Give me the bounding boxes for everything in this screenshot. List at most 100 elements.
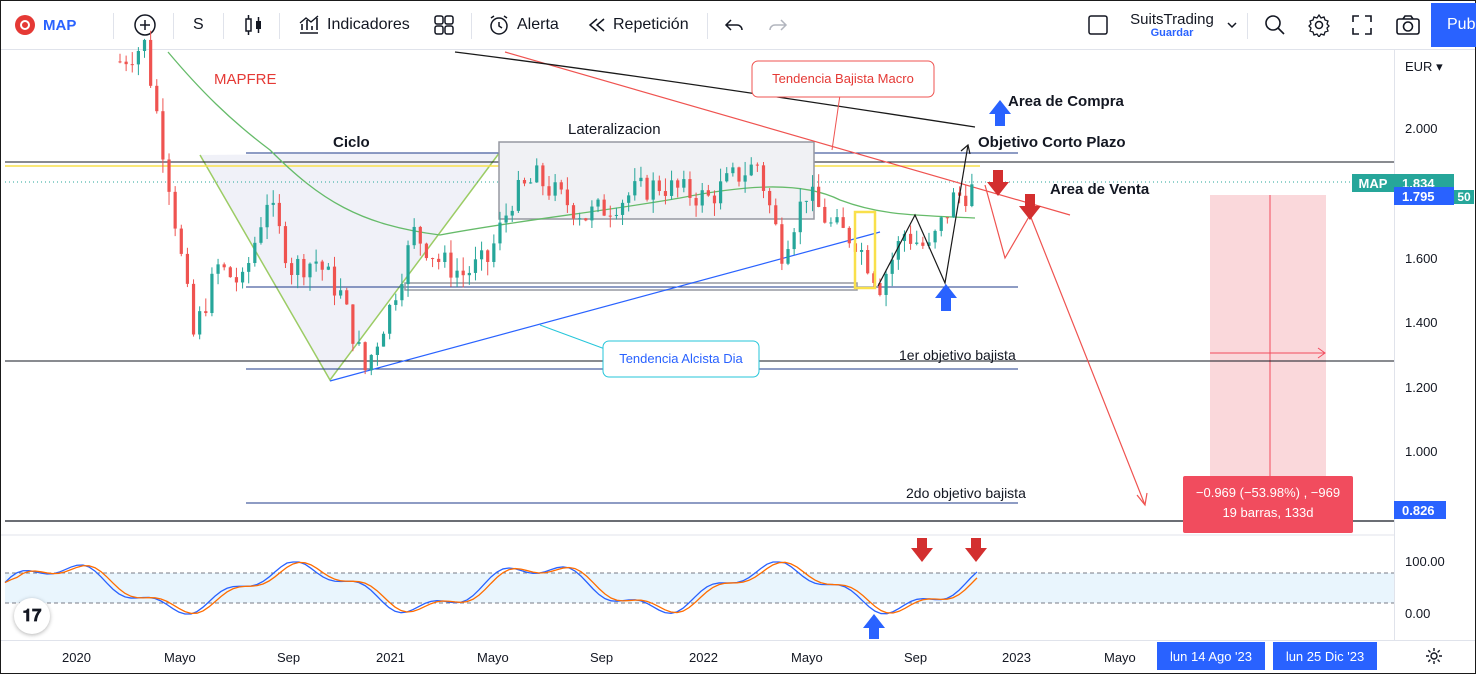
- interval-button[interactable]: S: [193, 1, 204, 49]
- redo-icon: [769, 19, 788, 31]
- candle-down: [418, 226, 422, 244]
- divider: [707, 13, 708, 39]
- fullscreen-toggle-button[interactable]: [1087, 1, 1109, 49]
- mapfre-logo-icon: [15, 15, 35, 35]
- fullscreen-button[interactable]: [1351, 1, 1373, 49]
- macro-trend-label: Tendencia Bajista Macro: [772, 71, 914, 86]
- undo-button[interactable]: [723, 1, 745, 49]
- candle-down: [847, 227, 851, 244]
- time-axis[interactable]: [1, 640, 1475, 673]
- interval-label: S: [193, 16, 204, 33]
- candle-up: [259, 227, 263, 243]
- divider: [223, 13, 224, 39]
- measure-bars: 19 barras, 133d: [1222, 505, 1314, 520]
- candle-down: [155, 85, 159, 112]
- x-tick: 2020: [62, 650, 91, 665]
- price-axis[interactable]: [1394, 50, 1476, 640]
- macro-downtrend-line: [504, 51, 1071, 216]
- candle-up: [725, 173, 729, 182]
- candle-up: [516, 179, 520, 211]
- daily-uptrend-label: Tendencia Alcista Dia: [619, 351, 743, 366]
- publish-label: Pub: [1447, 16, 1476, 33]
- target-2-label: 2do objetivo bajista: [906, 485, 1026, 501]
- candle-down: [761, 165, 766, 191]
- candles-group: [118, 30, 974, 376]
- symbol-search-button[interactable]: MAP: [15, 1, 76, 49]
- layout-button[interactable]: [433, 1, 455, 49]
- candle-down: [234, 277, 239, 283]
- candle-up: [835, 217, 839, 223]
- chart-type-button[interactable]: [243, 1, 265, 49]
- price-tag: 1.795: [1394, 187, 1454, 205]
- range-end-date: lun 25 Dic '23: [1273, 642, 1377, 670]
- candle-up: [731, 167, 735, 174]
- currency-selector[interactable]: EUR ▾: [1405, 59, 1443, 74]
- candle-up: [498, 222, 502, 244]
- candle-up: [253, 242, 257, 264]
- candle-down: [559, 182, 563, 190]
- redo-button[interactable]: [767, 1, 789, 49]
- candle-down: [345, 290, 349, 305]
- candle-down: [780, 224, 784, 264]
- symbol-tag: MAP: [1352, 174, 1394, 192]
- candle-up: [308, 263, 312, 278]
- layout-menu-button[interactable]: [1225, 1, 1239, 49]
- y-tick: 1.600: [1405, 251, 1438, 266]
- save-layout-button[interactable]: SuitsTrading Guardar: [1125, 1, 1219, 49]
- compare-button[interactable]: [133, 1, 157, 49]
- candles-icon: [245, 15, 261, 35]
- projection-up-path: [877, 144, 969, 287]
- candle-up: [369, 354, 373, 371]
- candle-down: [841, 217, 845, 228]
- indicators-icon: [299, 15, 319, 34]
- candle-up: [810, 186, 815, 201]
- candle-up: [927, 242, 931, 246]
- candle-up: [896, 241, 900, 260]
- macro-trend-callout: [751, 60, 935, 98]
- projection-down-path: [984, 184, 1146, 506]
- candle-up: [578, 218, 582, 220]
- snapshot-button[interactable]: [1395, 1, 1421, 49]
- alert-button[interactable]: Alerta: [487, 1, 559, 49]
- candle-up: [639, 177, 643, 182]
- search-button[interactable]: [1263, 1, 1287, 49]
- divider: [471, 13, 472, 39]
- candle-up: [700, 190, 704, 206]
- candle-up: [804, 200, 808, 202]
- settings-button[interactable]: [1307, 1, 1331, 49]
- candle-up: [620, 202, 625, 215]
- indicators-button[interactable]: Indicadores: [297, 1, 410, 49]
- stoch-k-line: [4, 561, 978, 615]
- divider: [113, 13, 114, 39]
- candle-up: [339, 290, 343, 296]
- candle-down: [449, 252, 453, 278]
- replay-button[interactable]: Repetición: [587, 1, 689, 49]
- measure-tooltip: −0.969 (−53.98%) , −969 19 barras, 133d: [1183, 476, 1353, 533]
- candle-up: [210, 273, 214, 314]
- stoch-y-tick: 0.00: [1405, 606, 1431, 621]
- tradingview-logo[interactable]: 𝟏𝟕: [14, 598, 50, 634]
- candle-up: [479, 250, 484, 260]
- candle-down: [283, 226, 288, 264]
- candle-up: [786, 249, 790, 264]
- candle-down: [332, 266, 337, 296]
- divider: [1247, 13, 1248, 39]
- candle-down: [228, 267, 232, 278]
- lateralization-box: [498, 141, 815, 220]
- candle-down: [823, 206, 827, 223]
- candle-down: [437, 258, 441, 262]
- sell-area-label: Area de Venta: [1050, 181, 1150, 198]
- candle-down: [964, 195, 968, 207]
- axis-settings-button[interactable]: [1424, 646, 1444, 671]
- callout-connector: [539, 324, 606, 350]
- publish-button[interactable]: Pub: [1431, 3, 1476, 47]
- sell-arrow-icon: [1019, 194, 1041, 220]
- search-icon: [1265, 15, 1285, 35]
- add-icon: [134, 14, 156, 36]
- candle-up: [627, 195, 631, 203]
- candle-down: [522, 179, 527, 184]
- chart-canvas[interactable]: MAPFRE Tendencia Bajista Macro Area de C…: [0, 0, 1394, 640]
- x-tick: 2022: [689, 650, 718, 665]
- target-1-label: 1er objetivo bajista: [899, 347, 1016, 363]
- candle-down: [694, 197, 698, 206]
